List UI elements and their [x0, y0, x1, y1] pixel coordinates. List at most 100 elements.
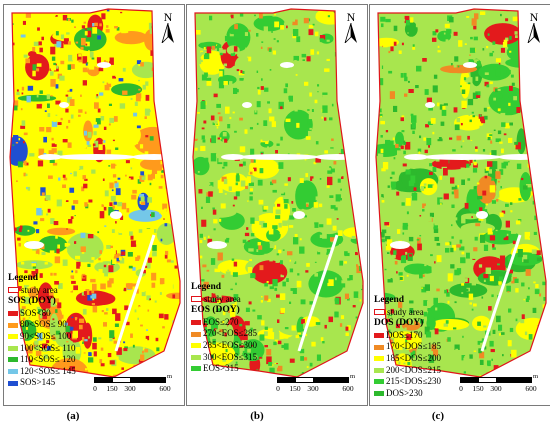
- legend-label: 170<DOS≤185: [386, 341, 442, 352]
- scale-tick-label: 150: [289, 384, 301, 393]
- legend-label: 80<SOS≤ 90: [20, 319, 67, 330]
- legend-swatch: [374, 379, 384, 385]
- legend-item: DOS≤170: [374, 330, 441, 342]
- scale-bar-graphic: [94, 377, 166, 383]
- north-arrow: N: [341, 11, 361, 45]
- legend-subtitle: DOS (DOY): [374, 318, 424, 329]
- legend-item: SOS<80: [8, 308, 76, 320]
- legend-subtitle: EOS (DOY): [191, 305, 240, 316]
- study-area-boundary: [375, 8, 547, 378]
- legend-label: SOS>145: [20, 377, 56, 388]
- legend-label: 215<DOS≤230: [386, 376, 442, 387]
- legend-label: study area: [387, 306, 424, 317]
- scale-unit: m: [167, 373, 173, 380]
- north-arrow: N: [524, 11, 544, 45]
- scale-tick-label: 300: [307, 384, 319, 393]
- panel-caption: (a): [66, 410, 80, 422]
- north-label: N: [163, 10, 173, 24]
- scale-tick-label: 600: [342, 384, 354, 393]
- north-label: N: [529, 10, 539, 24]
- legend-swatch: [374, 356, 384, 362]
- legend: Legend study area SOS (DOY) SOS<80 80<SOS≤ 9…: [8, 273, 76, 389]
- classified-raster-map: [192, 8, 364, 378]
- legend-swatch: [191, 343, 201, 349]
- scale-tick-label: 300: [490, 384, 502, 393]
- legend-item-study-area: study area: [374, 307, 441, 319]
- road-line: [480, 234, 522, 352]
- scale-tick-label: 600: [159, 384, 171, 393]
- legend-item: SOS>145: [8, 377, 76, 389]
- legend-swatch: [8, 380, 18, 386]
- study-area-boundary: [192, 8, 364, 378]
- legend-swatch: [191, 331, 201, 337]
- legend-swatch: [374, 367, 384, 373]
- north-arrow-icon: [161, 23, 174, 43]
- legend-label: 90<SOS≤ 100: [20, 330, 72, 341]
- study-area-swatch: [8, 287, 19, 294]
- legend-swatch: [8, 311, 18, 317]
- legend-swatch: [8, 357, 18, 363]
- scale-unit: m: [533, 373, 539, 380]
- legend-item: EOS≤270: [191, 317, 257, 329]
- legend-item: 270<EOS≤285: [191, 328, 257, 340]
- map-panel-c: N Legend study area DOS (DOY) DOS≤170 170<DOS…: [369, 4, 550, 406]
- north-arrow-icon: [527, 23, 540, 43]
- map-panel-a: N Legend study area SOS (DOY) SOS<80 80<SOS≤ …: [3, 4, 185, 406]
- scale-bar: m 0 150 300 600: [92, 373, 178, 397]
- north-label: N: [346, 10, 356, 24]
- scale-bar-graphic: [277, 377, 349, 383]
- legend-label: 185<DOS≤200: [386, 352, 442, 363]
- panel-caption: (b): [250, 410, 264, 422]
- scale-tick-label: 600: [525, 384, 537, 393]
- north-arrow: N: [158, 11, 178, 45]
- legend-swatch: [8, 334, 18, 340]
- legend-swatch: [8, 345, 18, 351]
- legend-label: 120<SOS≤ 145: [20, 365, 76, 376]
- legend-item: 285<EOS≤300: [191, 340, 257, 352]
- legend-title: Legend: [8, 273, 39, 283]
- north-arrow-icon: [344, 23, 357, 43]
- legend-item-study-area: study area: [8, 285, 76, 297]
- legend-label: study area: [204, 293, 241, 304]
- road-line: [297, 234, 339, 352]
- raster-cells: [376, 9, 546, 377]
- legend-item: 300<EOS≤315: [191, 352, 257, 364]
- legend-label: 110<SOS≤ 120: [20, 354, 76, 365]
- legend-item: 110<SOS≤ 120: [8, 354, 76, 366]
- legend-swatch: [191, 320, 201, 326]
- legend-item: 80<SOS≤ 90: [8, 319, 76, 331]
- scale-tick-label: 0: [459, 384, 463, 393]
- legend-item: 200<DOS≤215: [374, 365, 441, 377]
- legend-item: 100<SOS≤ 110: [8, 343, 76, 355]
- legend-label: EOS≤270: [203, 316, 239, 327]
- legend-subtitle: SOS (DOY): [8, 296, 56, 307]
- scale-unit: m: [350, 373, 356, 380]
- road-line: [114, 234, 156, 352]
- legend-title: Legend: [374, 295, 405, 305]
- scale-bar: m 0 150 300 600: [458, 373, 544, 397]
- legend-label: DOS≤170: [386, 329, 423, 340]
- study-area-boundary: [9, 8, 181, 378]
- legend-label: DOS>230: [386, 387, 423, 398]
- legend-swatch: [191, 354, 201, 360]
- legend-swatch: [374, 333, 384, 339]
- legend-label: 270<EOS≤285: [203, 328, 258, 339]
- legend-swatch: [191, 366, 201, 372]
- legend-item: 120<SOS≤ 145: [8, 366, 76, 378]
- legend-item: 90<SOS≤ 100: [8, 331, 76, 343]
- legend-swatch: [8, 322, 18, 328]
- classified-raster-map: [9, 8, 181, 378]
- map-panel-b: N Legend study area EOS (DOY) EOS≤270 270<EOS…: [186, 4, 368, 406]
- legend: Legend study area DOS (DOY) DOS≤170 170<DOS≤…: [374, 295, 441, 399]
- scale-tick-label: 150: [106, 384, 118, 393]
- legend-swatch: [374, 344, 384, 350]
- legend: Legend study area EOS (DOY) EOS≤270 270<EOS≤…: [191, 282, 257, 375]
- scale-tick-label: 0: [93, 384, 97, 393]
- scale-tick-label: 300: [124, 384, 136, 393]
- scale-bar: m 0 150 300 600: [275, 373, 361, 397]
- legend-item: EOS>315: [191, 363, 257, 375]
- scale-bar-graphic: [460, 377, 532, 383]
- legend-item: 215<DOS≤230: [374, 376, 441, 388]
- study-area-swatch: [191, 296, 202, 303]
- panel-caption: (c): [431, 410, 445, 422]
